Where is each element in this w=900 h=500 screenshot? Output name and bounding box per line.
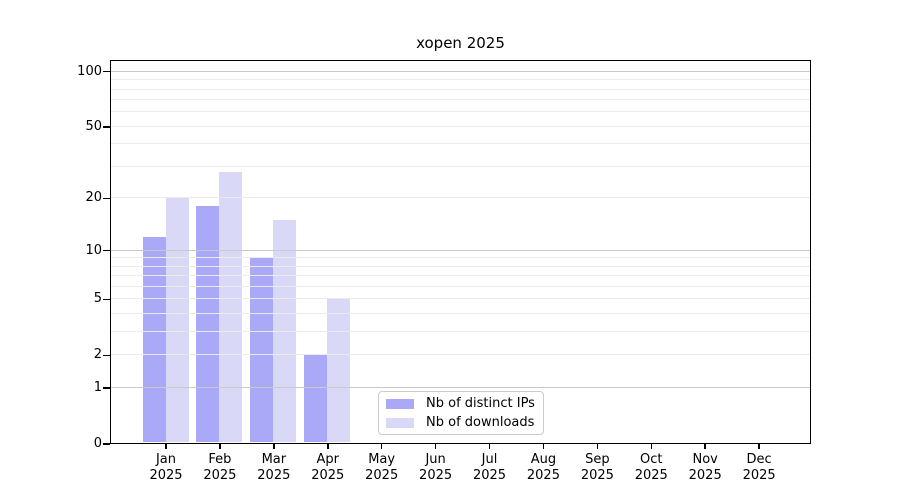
- y-tick-label-0: 0: [93, 436, 102, 451]
- major-gridline-1: [111, 387, 810, 389]
- x-tick-dec: [758, 444, 760, 449]
- minor-gridline-50: [111, 125, 810, 127]
- y-tick-label-50: 50: [85, 118, 102, 134]
- minor-gridline-7: [111, 275, 810, 277]
- legend-swatch-downloads: [386, 417, 414, 428]
- bar-distinct-ips-jan: [142, 236, 166, 442]
- minor-gridline-90: [111, 79, 810, 81]
- y-tick-20: [103, 197, 110, 200]
- x-tick-label-may: May 2025: [365, 452, 399, 483]
- x-tick-mar: [273, 444, 275, 449]
- x-tick-oct: [650, 444, 653, 449]
- grid-layer: [111, 61, 810, 443]
- legend-item-downloads: Nb of downloads: [386, 415, 543, 430]
- bar-distinct-ips-feb: [196, 205, 220, 442]
- minor-gridline-4: [111, 313, 810, 315]
- bar-downloads-feb: [219, 171, 243, 442]
- bar-downloads-apr: [327, 298, 351, 442]
- legend-swatch-distinct-ips: [386, 398, 414, 409]
- major-gridline-10: [111, 249, 810, 251]
- y-tick-100: [103, 70, 110, 73]
- x-tick-feb: [219, 444, 221, 449]
- bar-distinct-ips-mar: [250, 257, 274, 442]
- y-tick-label-5: 5: [93, 291, 102, 307]
- x-tick-aug: [542, 444, 545, 449]
- minor-gridline-80: [111, 88, 810, 90]
- x-tick-label-sep: Sep 2025: [580, 452, 614, 483]
- x-tick-sep: [596, 444, 599, 449]
- y-tick-5: [103, 298, 110, 301]
- y-tick-label-100: 100: [77, 63, 102, 79]
- minor-gridline-9: [111, 257, 810, 259]
- x-tick-jun: [434, 444, 437, 449]
- minor-gridline-3: [111, 331, 810, 333]
- minor-gridline-40: [111, 143, 810, 145]
- y-tick-1: [103, 387, 110, 389]
- x-tick-may: [380, 444, 383, 449]
- x-tick-label-dec: Dec 2025: [742, 452, 776, 483]
- minor-gridline-20: [111, 197, 810, 199]
- minor-gridline-70: [111, 99, 810, 101]
- bar-downloads-jan: [165, 197, 189, 442]
- chart-title: xopen 2025: [416, 34, 505, 52]
- x-tick-label-oct: Oct 2025: [634, 452, 668, 483]
- minor-gridline-8: [111, 265, 810, 267]
- bar-distinct-ips-apr: [304, 354, 328, 442]
- y-tick-label-20: 20: [85, 190, 102, 206]
- minor-gridline-60: [111, 111, 810, 113]
- legend-label-downloads: Nb of downloads: [426, 415, 535, 430]
- bars-layer: [111, 61, 810, 443]
- x-tick-apr: [327, 444, 329, 449]
- minor-gridline-2: [111, 354, 810, 356]
- legend-item-distinct-ips: Nb of distinct IPs: [386, 396, 543, 411]
- x-tick-label-apr: Apr 2025: [311, 452, 345, 483]
- minor-gridline-30: [111, 165, 810, 167]
- x-tick-nov: [704, 444, 706, 449]
- minor-gridline-5: [111, 298, 810, 300]
- x-tick-jul: [488, 444, 491, 449]
- x-tick-label-jan: Jan 2025: [149, 452, 183, 483]
- minor-gridline-6: [111, 286, 810, 288]
- major-gridline-100: [111, 70, 810, 72]
- legend-label-distinct-ips: Nb of distinct IPs: [426, 396, 535, 411]
- y-tick-label-10: 10: [85, 242, 102, 258]
- x-tick-jan: [165, 444, 167, 449]
- y-tick-10: [103, 249, 110, 252]
- plot-area: [110, 60, 811, 444]
- x-tick-label-feb: Feb 2025: [203, 452, 237, 483]
- y-tick-2: [103, 354, 110, 357]
- x-tick-label-mar: Mar 2025: [257, 452, 291, 483]
- y-tick-label-1: 1: [93, 380, 102, 396]
- legend: Nb of distinct IPs Nb of downloads: [378, 391, 544, 435]
- x-tick-label-aug: Aug 2025: [526, 452, 560, 483]
- x-tick-label-jun: Jun 2025: [419, 452, 453, 483]
- y-tick-label-2: 2: [93, 347, 102, 363]
- x-tick-label-nov: Nov 2025: [688, 452, 722, 483]
- y-tick-50: [103, 126, 110, 128]
- y-tick-0: [103, 443, 110, 445]
- x-tick-label-jul: Jul 2025: [472, 452, 507, 483]
